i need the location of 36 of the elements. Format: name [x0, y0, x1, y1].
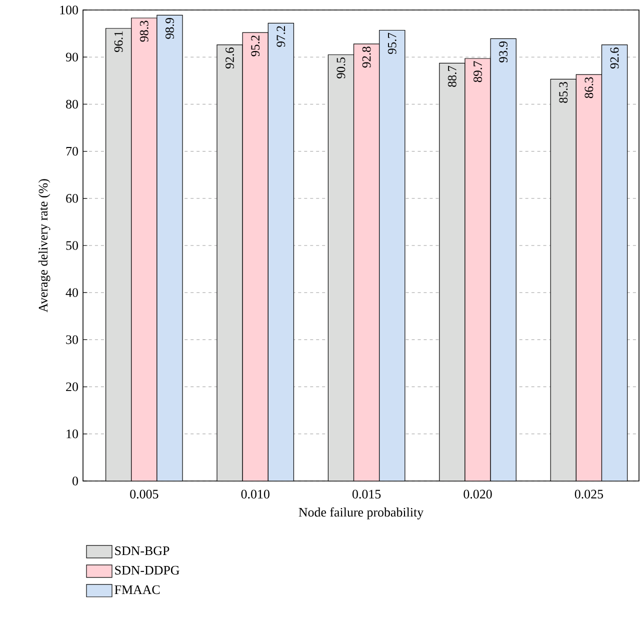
y-tick-label: 0 — [72, 476, 78, 486]
legend-label: SDN-DDPG — [115, 566, 180, 575]
data-label: 86.3 — [584, 77, 594, 98]
y-tick-label: 90 — [66, 52, 78, 62]
x-axis-title: Node failure probability — [298, 507, 424, 520]
data-label: 98.9 — [166, 18, 174, 39]
y-tick-label: 80 — [66, 100, 78, 109]
y-tick-label: 60 — [66, 194, 78, 203]
data-label: 85.3 — [559, 82, 568, 103]
data-label: 92.8 — [362, 46, 371, 68]
data-label: 88.7 — [448, 66, 456, 87]
y-tick-label: 10 — [66, 430, 78, 438]
x-tick-label: 0.025 — [574, 490, 604, 499]
data-label: 92.6 — [226, 48, 234, 69]
data-label: 90.5 — [336, 58, 346, 78]
y-tick-label: 20 — [66, 382, 78, 392]
y-tick-label: 100 — [60, 6, 78, 14]
legend-label: FMAAC — [114, 585, 160, 594]
legend-label: SDN-BGP — [115, 546, 170, 556]
y-tick-label: 50 — [66, 241, 78, 250]
y-tick-label: 70 — [66, 146, 78, 156]
data-label: 97.2 — [276, 26, 286, 47]
data-label: 96.1 — [114, 31, 123, 52]
x-tick-label: 0.015 — [352, 490, 381, 499]
data-label: 98.3 — [140, 20, 148, 42]
y-tick-label: 30 — [66, 335, 78, 344]
data-label: 95.2 — [251, 36, 260, 56]
x-tick-label: 0.020 — [464, 490, 492, 499]
data-label: 92.6 — [610, 48, 619, 69]
y-tick-label: 40 — [66, 288, 78, 297]
y-axis-title: Average delivery rate (%) — [38, 179, 50, 312]
data-label: 93.9 — [499, 42, 508, 62]
data-label: 95.7 — [388, 32, 396, 54]
x-tick-label: 0.005 — [130, 490, 158, 499]
data-label: 89.7 — [474, 61, 482, 82]
x-tick-label: 0.010 — [241, 490, 270, 499]
